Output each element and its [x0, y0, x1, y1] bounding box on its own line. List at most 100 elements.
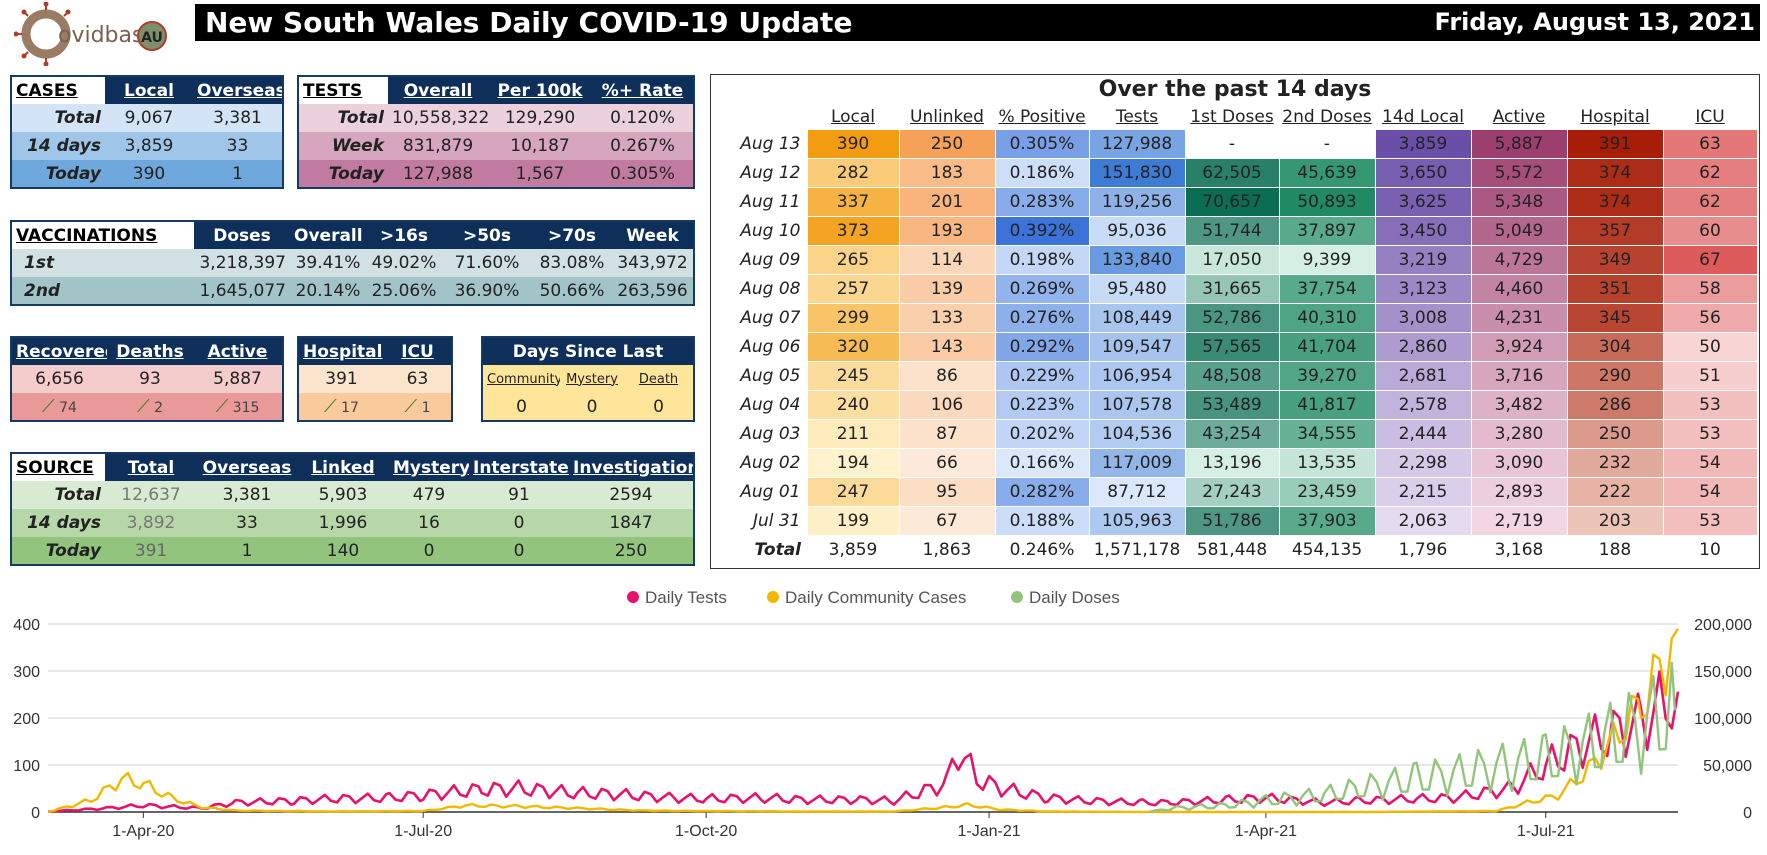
- table-row: Aug 02 194 66 0.166% 117,009 13,196 13,535 2,29…: [723, 447, 1758, 478]
- cell: 109,547: [1088, 331, 1186, 362]
- row-date: Aug 13: [740, 133, 801, 154]
- cell: 3,650: [1374, 157, 1472, 188]
- cell: 3,482: [1470, 389, 1568, 420]
- cell: 34,555: [1278, 418, 1376, 449]
- cell: 2,578: [1374, 389, 1472, 420]
- row-date: Aug 10: [740, 220, 801, 241]
- cell: 0: [513, 540, 525, 561]
- table-row: 0 0 0: [482, 393, 695, 421]
- cell: 23,459: [1278, 476, 1376, 507]
- cell: 194: [806, 447, 900, 478]
- table-row: Week 831,879 10,187 0.267%: [298, 132, 694, 160]
- cell: 0.188%: [994, 505, 1090, 536]
- cell: 48,508: [1184, 360, 1280, 391]
- row-label: 14 days: [27, 513, 101, 533]
- cell: 390: [806, 128, 900, 159]
- past-14-days-table: Local Unlinked % Positive Tests 1st Doses 2nd…: [723, 105, 1758, 564]
- cell: 1: [241, 540, 253, 561]
- x-tick-label: 1-Jul-20: [394, 823, 452, 840]
- col-header: ICU: [1695, 106, 1725, 127]
- trend-up-icon: ⟋: [42, 396, 55, 417]
- table-row: Aug 08 257 139 0.269% 95,480 31,665 37,754 3,12…: [723, 273, 1758, 304]
- table-row: Aug 05 245 86 0.229% 106,954 48,508 39,270 2,68…: [723, 360, 1758, 391]
- cell: 373: [806, 215, 900, 246]
- cell: 58: [1662, 273, 1758, 304]
- col-header: Interstate: [469, 453, 569, 481]
- cell: 0: [653, 396, 664, 417]
- row-label: Week: [331, 136, 384, 156]
- row-label: 1st: [24, 253, 55, 273]
- cell: 1,796: [1398, 539, 1448, 560]
- table-row: Today 391 1 140 0 0 250: [11, 537, 694, 565]
- col-header: Overseas: [197, 453, 297, 481]
- cell: 0.120%: [610, 108, 675, 128]
- tests-heading: TESTS: [298, 76, 388, 104]
- cell: 71.60%: [454, 253, 520, 273]
- cell: 2,860: [1374, 331, 1472, 362]
- cell: 0.292%: [994, 331, 1090, 362]
- cell: 351: [1566, 273, 1664, 304]
- cell: 0: [423, 540, 435, 561]
- cell: 117,009: [1088, 447, 1186, 478]
- cell: 222: [1566, 476, 1664, 507]
- row-date: Aug 07: [740, 307, 801, 328]
- cell: 16: [418, 513, 440, 533]
- cell: 247: [806, 476, 900, 507]
- table-row: Community Mystery Death: [482, 365, 695, 393]
- cell: 43,254: [1184, 418, 1280, 449]
- cell: 12,637: [121, 485, 181, 505]
- cell: 337: [806, 186, 900, 217]
- row-date: Aug 04: [740, 394, 801, 415]
- cell: 3,218,397: [199, 253, 286, 273]
- days-since-title: Days Since Last: [482, 337, 695, 365]
- cell: 2,444: [1374, 418, 1472, 449]
- cell: 1,645,077: [199, 280, 286, 301]
- cell: 1,571,178: [1093, 539, 1181, 560]
- col-header: Hospital: [1580, 106, 1650, 127]
- table-row: 14 days 3,859 33: [11, 132, 283, 160]
- cell: 0.202%: [994, 418, 1090, 449]
- cell: 105,963: [1088, 505, 1186, 536]
- cell: 62: [1662, 186, 1758, 217]
- cell: 70,657: [1184, 186, 1280, 217]
- table-header-row: Local Unlinked % Positive Tests 1st Doses 2nd…: [723, 105, 1757, 129]
- cell: -: [1184, 128, 1280, 159]
- cell: 86: [898, 360, 996, 391]
- col-header: Unlinked: [910, 106, 984, 127]
- cell: 1847: [609, 513, 653, 533]
- table-row: Aug 03 211 87 0.202% 104,536 43,254 34,555 2,44…: [723, 418, 1758, 449]
- trend-up-icon: ⟋: [137, 396, 150, 417]
- row-label: Today: [45, 540, 101, 561]
- cell: 140: [326, 540, 360, 561]
- cell: 320: [806, 331, 900, 362]
- cell: 129,290: [504, 108, 576, 128]
- cell: 0.305%: [610, 163, 675, 184]
- table-row: Aug 09 265 114 0.198% 133,840 17,050 9,399 3,21…: [723, 244, 1758, 275]
- cell: 0.198%: [994, 244, 1090, 275]
- cell: 3,892: [126, 513, 176, 533]
- cell: 52,786: [1184, 302, 1280, 333]
- table-row: Aug 13 390 250 0.305% 127,988- -3,859 5,887 391…: [723, 128, 1758, 159]
- col-header: >50s: [442, 221, 532, 249]
- row-date: Aug 06: [740, 336, 801, 357]
- cell: 0.283%: [994, 186, 1090, 217]
- cell: 5,348: [1470, 186, 1568, 217]
- cell: 62,505: [1184, 157, 1280, 188]
- cell: 250: [898, 128, 996, 159]
- cell: 374: [1566, 157, 1664, 188]
- cell: 151,830: [1088, 157, 1186, 188]
- cell: 49.02%: [371, 253, 437, 273]
- col-header: ICU: [384, 337, 452, 365]
- cases-col-overseas: Overseas: [193, 76, 283, 104]
- y-left-tick-label: 0: [31, 805, 40, 822]
- legend-label: Daily Tests: [645, 588, 727, 607]
- tests-col-overall: Overall: [388, 76, 488, 104]
- cell: 67: [1662, 244, 1758, 275]
- cell: 183: [898, 157, 996, 188]
- cell: 5,903: [318, 485, 368, 505]
- col-header: Week: [612, 221, 694, 249]
- row-label: Today: [45, 163, 101, 184]
- cases-col-local: Local: [105, 76, 193, 104]
- y-right-tick-label: 50,000: [1703, 758, 1752, 775]
- cell: 51,744: [1184, 215, 1280, 246]
